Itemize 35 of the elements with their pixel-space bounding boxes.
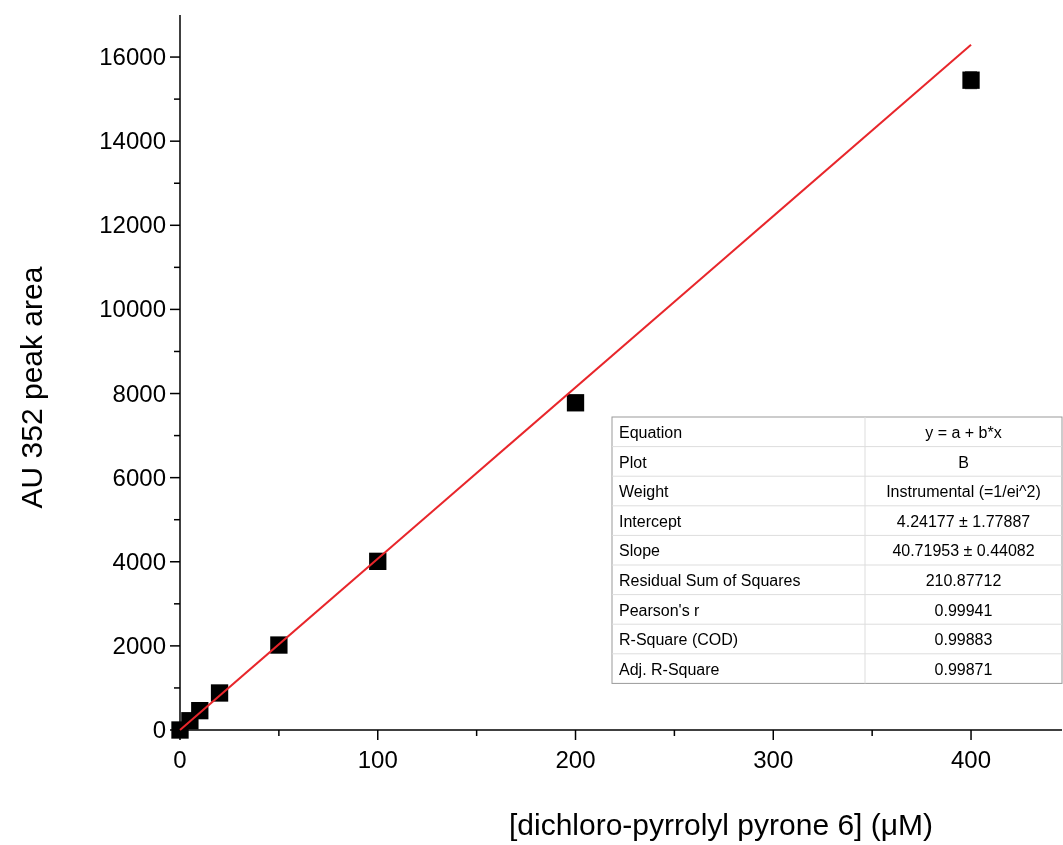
annotation: B (958, 453, 969, 471)
annotation: Intercept (619, 512, 682, 530)
y-tick-label: 16000 (99, 43, 166, 71)
annotation: Weight (619, 483, 670, 501)
x-tick-label: 100 (357, 746, 398, 773)
point (566, 394, 585, 412)
y-tick-label: 6000 (112, 463, 166, 491)
annotation: 0.99941 (934, 601, 993, 619)
annotation: Plot (619, 453, 648, 471)
annotation: Slope (619, 542, 661, 560)
annotation: y = a + b*x (925, 424, 1002, 441)
y-tick-label: 2000 (112, 631, 166, 659)
annotation: Equation (619, 424, 683, 441)
annotation: 0.99871 (934, 660, 993, 678)
annotation: 4.24177 ± 1.77887 (896, 512, 1031, 530)
y-tick-label: 4000 (112, 547, 166, 575)
x-tick-label: 400 (951, 746, 992, 773)
y-axis-title: AU 352 peak area (15, 266, 48, 509)
annotation: Instrumental (=1/ei^2) (886, 483, 1041, 501)
annotation: R-Square (COD) (619, 631, 739, 649)
y-tick-label: 8000 (112, 379, 166, 407)
y-tick-label: 12000 (99, 211, 166, 239)
annotation: Adj. R-Square (619, 660, 720, 678)
annotation: 40.71953 ± 0.44082 (892, 542, 1035, 560)
annotation: 210.87712 (925, 572, 1002, 589)
annotation: Pearson's r (619, 601, 701, 619)
annotation: 0.99883 (934, 631, 993, 649)
y-tick-label: 0 (152, 716, 166, 743)
x-tick-label: 200 (555, 746, 596, 773)
annotation: Residual Sum of Squares (619, 572, 801, 589)
x-tick-label: 300 (753, 746, 794, 773)
y-tick-label: 10000 (99, 295, 166, 323)
x-axis-title: [dichloro-pyrrolyl pyrone 6] (μM) (508, 808, 934, 841)
y-tick-label: 14000 (99, 127, 166, 155)
x-tick-label: 0 (173, 746, 187, 773)
